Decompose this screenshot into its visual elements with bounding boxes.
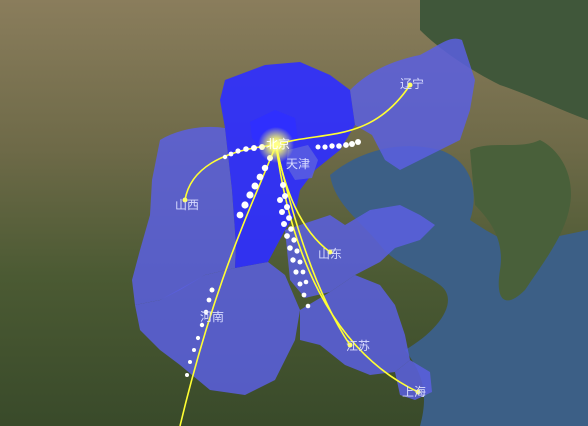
label-shanxi: 山西: [175, 198, 199, 212]
province-liaoning[interactable]: [350, 38, 475, 170]
korea-peninsula: [470, 140, 571, 301]
province-labels: 北京 天津 辽宁 山西 山东 河南 江苏 上海: [175, 76, 426, 399]
label-shanghai: 上海: [402, 384, 426, 399]
beijing-hub-point[interactable]: [272, 141, 280, 149]
flow-line-jiangsu[interactable]: [275, 144, 351, 346]
province-henan[interactable]: [135, 262, 300, 395]
marker-shandong[interactable]: [327, 249, 333, 255]
marker-jiangsu[interactable]: [347, 342, 353, 348]
marker-liaoning[interactable]: [407, 82, 413, 88]
label-tianjin: 天津: [286, 157, 310, 171]
province-layer: [132, 38, 475, 400]
province-jiangsu[interactable]: [300, 275, 410, 375]
label-shandong: 山东: [318, 247, 342, 261]
label-liaoning: 辽宁: [400, 76, 424, 91]
trail-shanghai: [277, 197, 311, 309]
marker-shanxi[interactable]: [182, 197, 188, 203]
trail-liaoning: [315, 139, 361, 150]
trail-jiangsu: [280, 182, 309, 285]
destination-markers: [182, 82, 421, 395]
label-beijing: 北京: [266, 137, 290, 151]
northeast-forest: [420, 0, 588, 120]
trail-henan: [185, 287, 215, 377]
label-henan: 河南: [200, 309, 224, 324]
province-shanghai[interactable]: [395, 360, 432, 400]
province-tianjin[interactable]: [286, 145, 318, 180]
label-jiangsu: 江苏: [346, 339, 370, 353]
province-shanxi[interactable]: [132, 126, 236, 305]
marker-shanghai[interactable]: [415, 389, 421, 395]
province-shandong[interactable]: [285, 205, 435, 298]
